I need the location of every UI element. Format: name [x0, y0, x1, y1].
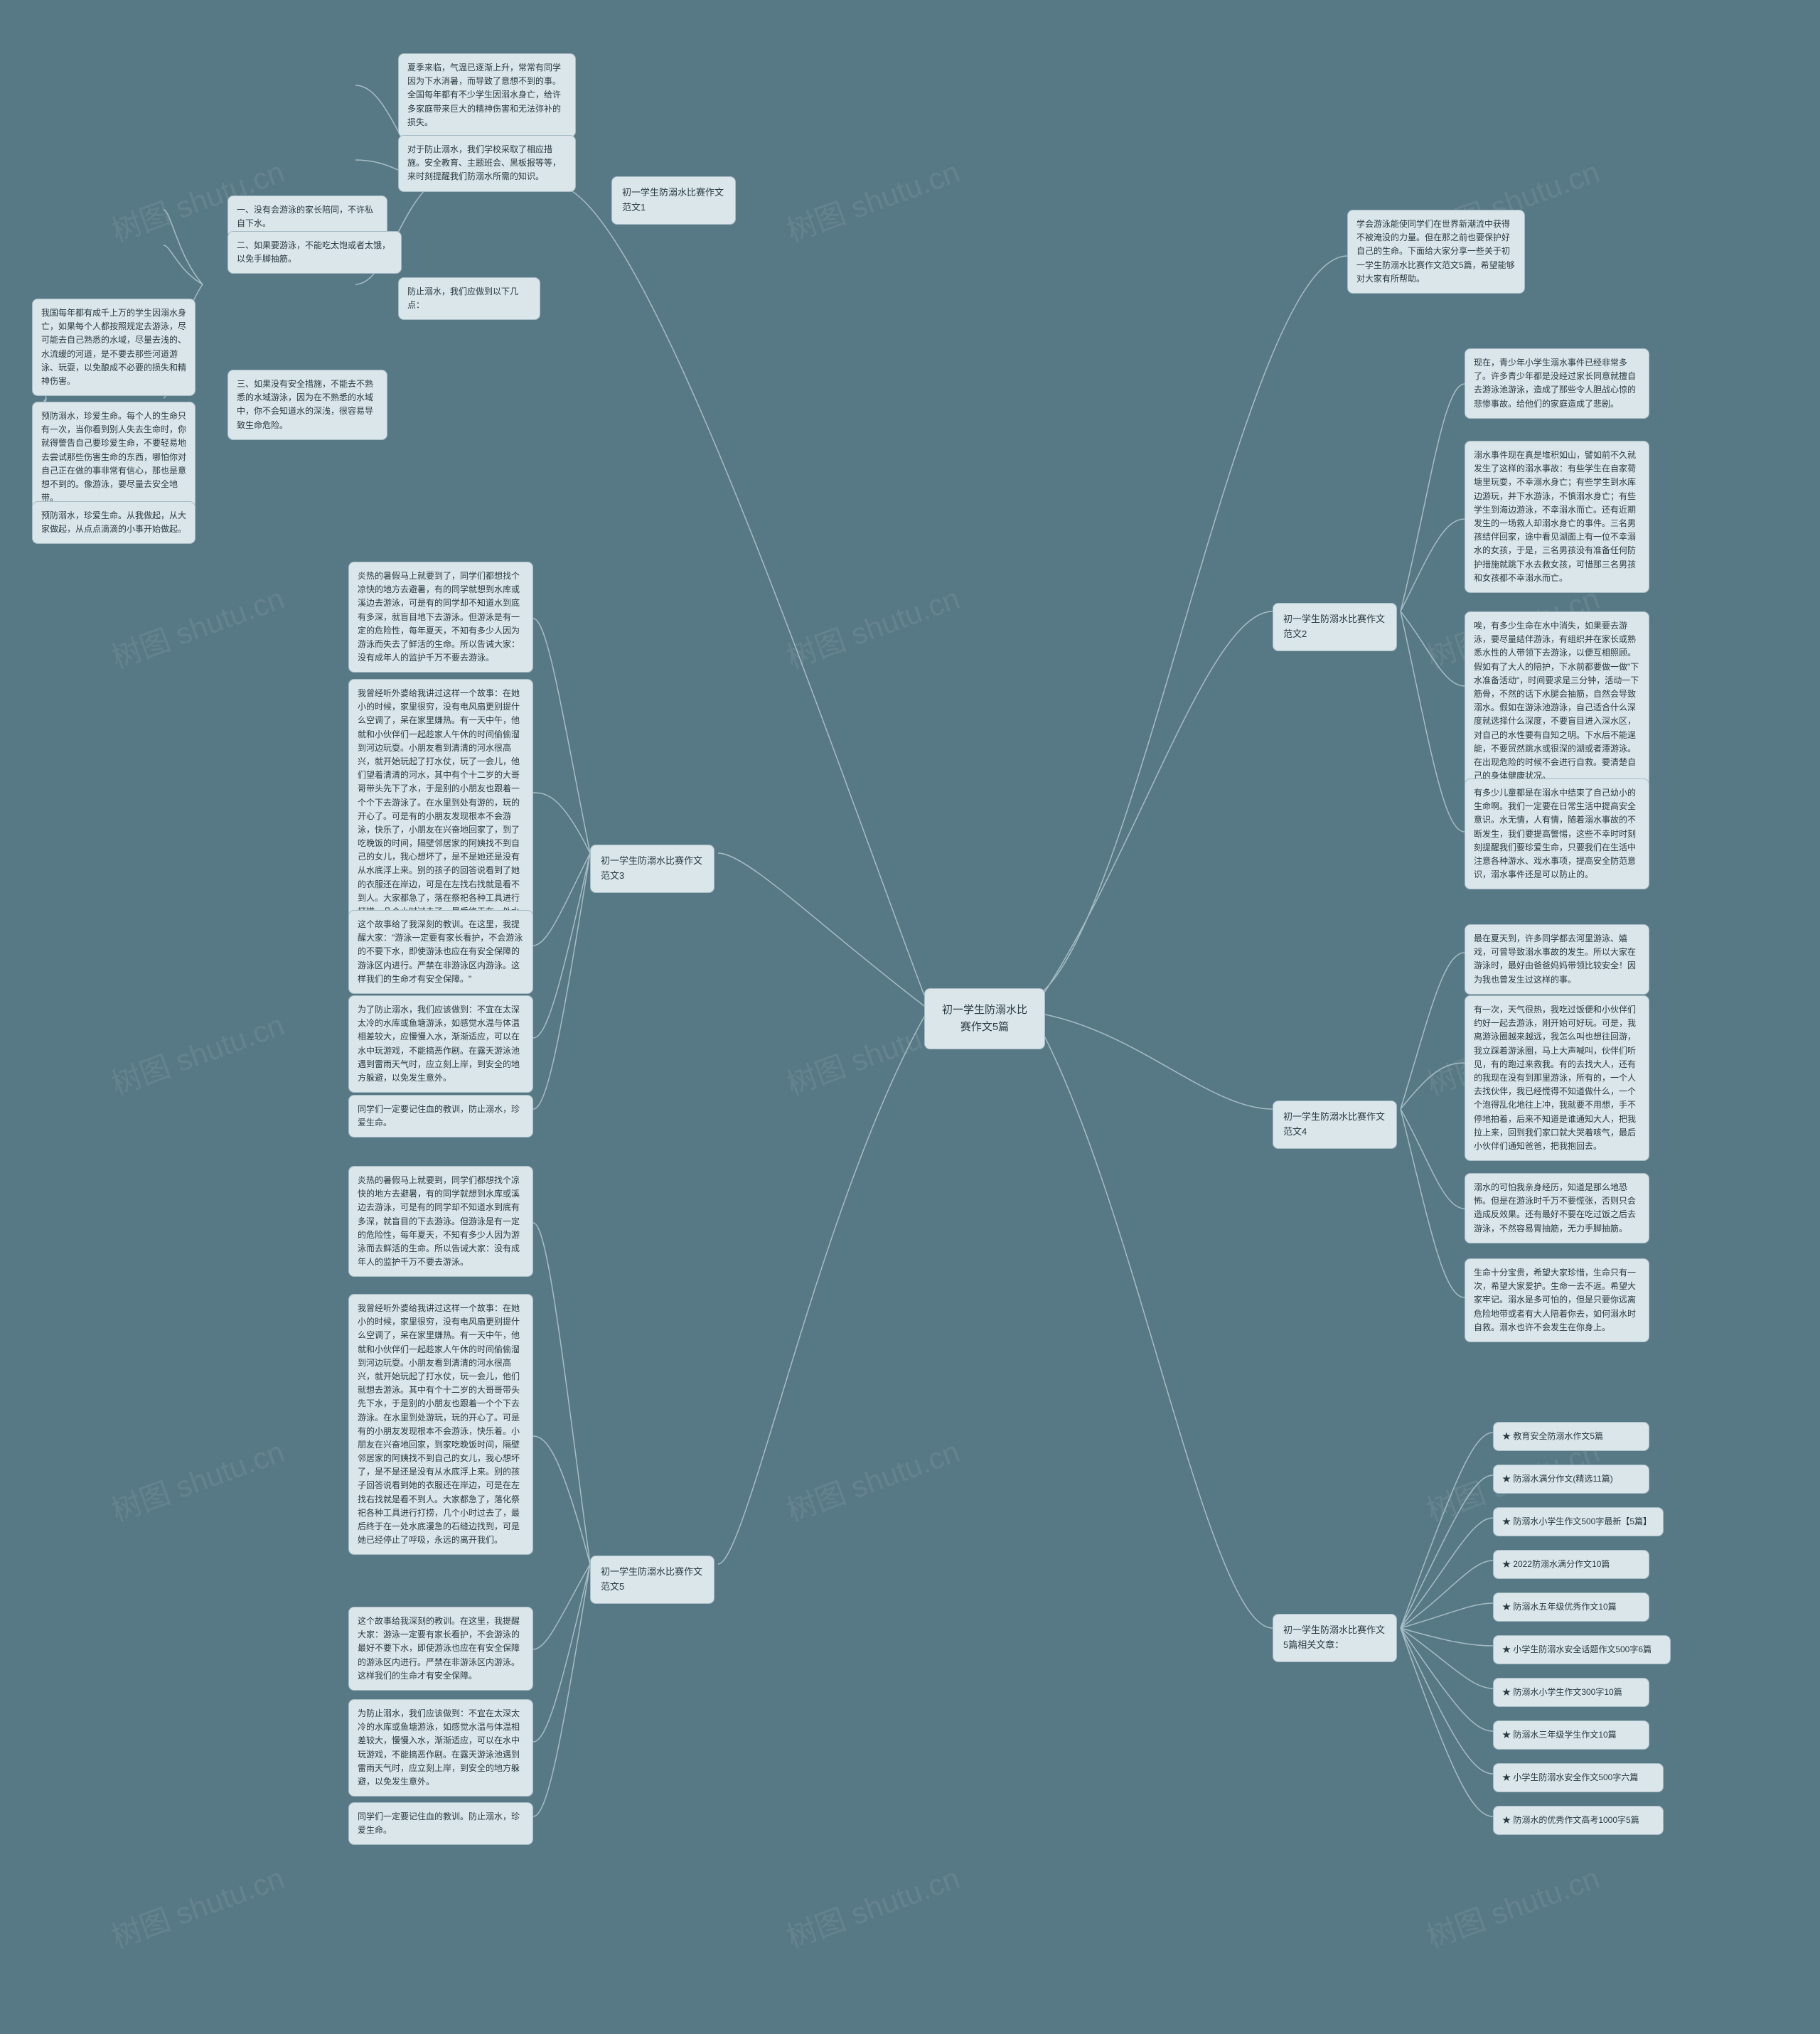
s4-item-b: 有一次，天气很热，我吃过饭便和小伙伴们约好一起去游泳，刚开始可好玩。可是，我离游…	[1465, 995, 1649, 1161]
center-node: 初一学生防溺水比赛作文5篇	[924, 988, 1045, 1049]
watermark: 树图 shutu.cn	[1420, 1854, 1605, 1957]
s6-item-e: ★ 防溺水五年级优秀作文10篇	[1493, 1593, 1649, 1622]
watermark: 树图 shutu.cn	[780, 574, 965, 677]
s6-item-g: ★ 防溺水小学生作文300字10篇	[1493, 1678, 1649, 1707]
watermark: 树图 shutu.cn	[105, 1854, 289, 1957]
section-3-title: 初一学生防溺水比赛作文范文3	[590, 845, 714, 893]
watermark: 树图 shutu.cn	[780, 148, 965, 250]
watermark: 树图 shutu.cn	[105, 574, 289, 677]
s6-item-b: ★ 防溺水满分作文(精选11篇)	[1493, 1465, 1649, 1494]
section-5-title: 初一学生防溺水比赛作文范文5	[590, 1556, 714, 1604]
s4-item-c: 溺水的可怕我亲身经历，知道是那么地恐怖。但是在游泳时千万不要慌张，否则只会造成反…	[1465, 1173, 1649, 1243]
s1-item-a: 夏季来临，气温已逐渐上升，常常有同学因为下水消暑，而导致了意想不到的事。全国每年…	[398, 53, 576, 137]
section-1-title: 初一学生防溺水比赛作文范文1	[611, 176, 736, 225]
s5-item-c: 这个故事给我深刻的教训。在这里，我提醒大家：游泳一定要有家长看护，不会游泳的最好…	[348, 1607, 533, 1691]
section-6-title: 初一学生防溺水比赛作文5篇相关文章：	[1273, 1614, 1397, 1662]
s2-item-d: 有多少儿童都是在溺水中结束了自己幼小的生命啊。我们一定要在日常生活中提高安全意识…	[1465, 778, 1649, 889]
intro-node: 学会游泳能使同学们在世界新潮流中获得不被淹没的力量。但在那之前也要保护好自己的生…	[1347, 210, 1525, 294]
s5-item-b: 我曾经听外婆给我讲过这样一个故事：在她小的时候，家里很穷，没有电风扇更别提什么空…	[348, 1294, 533, 1555]
s2-item-b: 溺水事件现在真是堆积如山，譬如前不久就发生了这样的溺水事故：有些学生在自家荷塘里…	[1465, 441, 1649, 593]
s5-item-d: 为防止溺水，我们应该做到：不宜在太深太冷的水库或鱼塘游泳，如感觉水温与体温相差较…	[348, 1699, 533, 1797]
s1c3-subsub-1: 我国每年都有成千上万的学生因溺水身亡，如果每个人都按照规定去游泳，尽可能去自己熟…	[32, 299, 196, 396]
s1c-sub-3: 三、如果没有安全措施，不能去不熟悉的水域游泳，因为在不熟悉的水域中，你不会知道水…	[228, 370, 387, 440]
s1-item-b: 对于防止溺水，我们学校采取了相应措施。安全教育、主题班会、黑板报等等，来时刻提醒…	[398, 135, 576, 192]
s5-item-e: 同学们一定要记住血的教训。防止溺水，珍爱生命。	[348, 1802, 533, 1845]
s2-item-c: 唉，有多少生命在水中消失，如果要去游泳，要尽量结伴游泳，有组织并在家长或熟悉水性…	[1465, 611, 1649, 791]
s5-item-a: 炎热的暑假马上就要到，同学们都想找个凉快的地方去避暑，有的同学就想到水库或溪边去…	[348, 1166, 533, 1277]
s6-item-j: ★ 防溺水的优秀作文高考1000字5篇	[1493, 1806, 1664, 1835]
s6-item-h: ★ 防溺水三年级学生作文10篇	[1493, 1720, 1649, 1750]
s3-item-e: 同学们一定要记住血的教训，防止溺水，珍爱生命。	[348, 1095, 533, 1138]
s6-item-d: ★ 2022防溺水满分作文10篇	[1493, 1550, 1649, 1579]
watermark: 树图 shutu.cn	[105, 1428, 289, 1530]
s1c3-subsub-3: 预防溺水，珍爱生命。从我做起，从大家做起，从点点滴滴的小事开始做起。	[32, 501, 196, 544]
s3-item-d: 为了防止溺水，我们应该做到：不宜在太深太冷的水库或鱼塘游泳，如感觉水温与体温相差…	[348, 995, 533, 1093]
s4-item-d: 生命十分宝贵，希望大家珍惜，生命只有一次，希望大家爱护。生命一去不返。希望大家牢…	[1465, 1258, 1649, 1342]
section-2-title: 初一学生防溺水比赛作文范文2	[1273, 603, 1397, 651]
section-4-title: 初一学生防溺水比赛作文范文4	[1273, 1101, 1397, 1149]
watermark: 树图 shutu.cn	[780, 1428, 965, 1530]
s4-item-a: 最在夏天到，许多同学都去河里游泳、嬉戏，可曾导致溺水事故的发生。所以大家在游泳时…	[1465, 924, 1649, 995]
s6-item-c: ★ 防溺水小学生作文500字最新【5篇】	[1493, 1507, 1664, 1536]
s1c3-subsub-2: 预防溺水，珍爱生命。每个人的生命只有一次，当你看到别人失去生命时，你就得警告自己…	[32, 402, 196, 513]
s2-item-a: 现在，青少年小学生溺水事件已经非常多了。许多青少年都是没经过家长同意就擅自去游泳…	[1465, 348, 1649, 419]
s6-item-a: ★ 教育安全防溺水作文5篇	[1493, 1422, 1649, 1451]
s1-item-c: 防止溺水，我们应做到以下几点：	[398, 277, 540, 320]
watermark: 树图 shutu.cn	[105, 1001, 289, 1103]
s3-item-c: 这个故事给了我深刻的教训。在这里，我提醒大家："游泳一定要有家长看护，不会游泳的…	[348, 910, 533, 994]
s6-item-i: ★ 小学生防溺水安全作文500字六篇	[1493, 1763, 1664, 1792]
s3-item-a: 炎热的暑假马上就要到了，同学们都想找个凉快的地方去避暑，有的同学就想到水库或溪边…	[348, 562, 533, 673]
s1c-sub-2: 二、如果要游泳，不能吃太饱或者太饿，以免手脚抽筋。	[228, 231, 402, 274]
s6-item-f: ★ 小学生防溺水安全话题作文500字6篇	[1493, 1635, 1671, 1664]
watermark: 树图 shutu.cn	[780, 1854, 965, 1957]
